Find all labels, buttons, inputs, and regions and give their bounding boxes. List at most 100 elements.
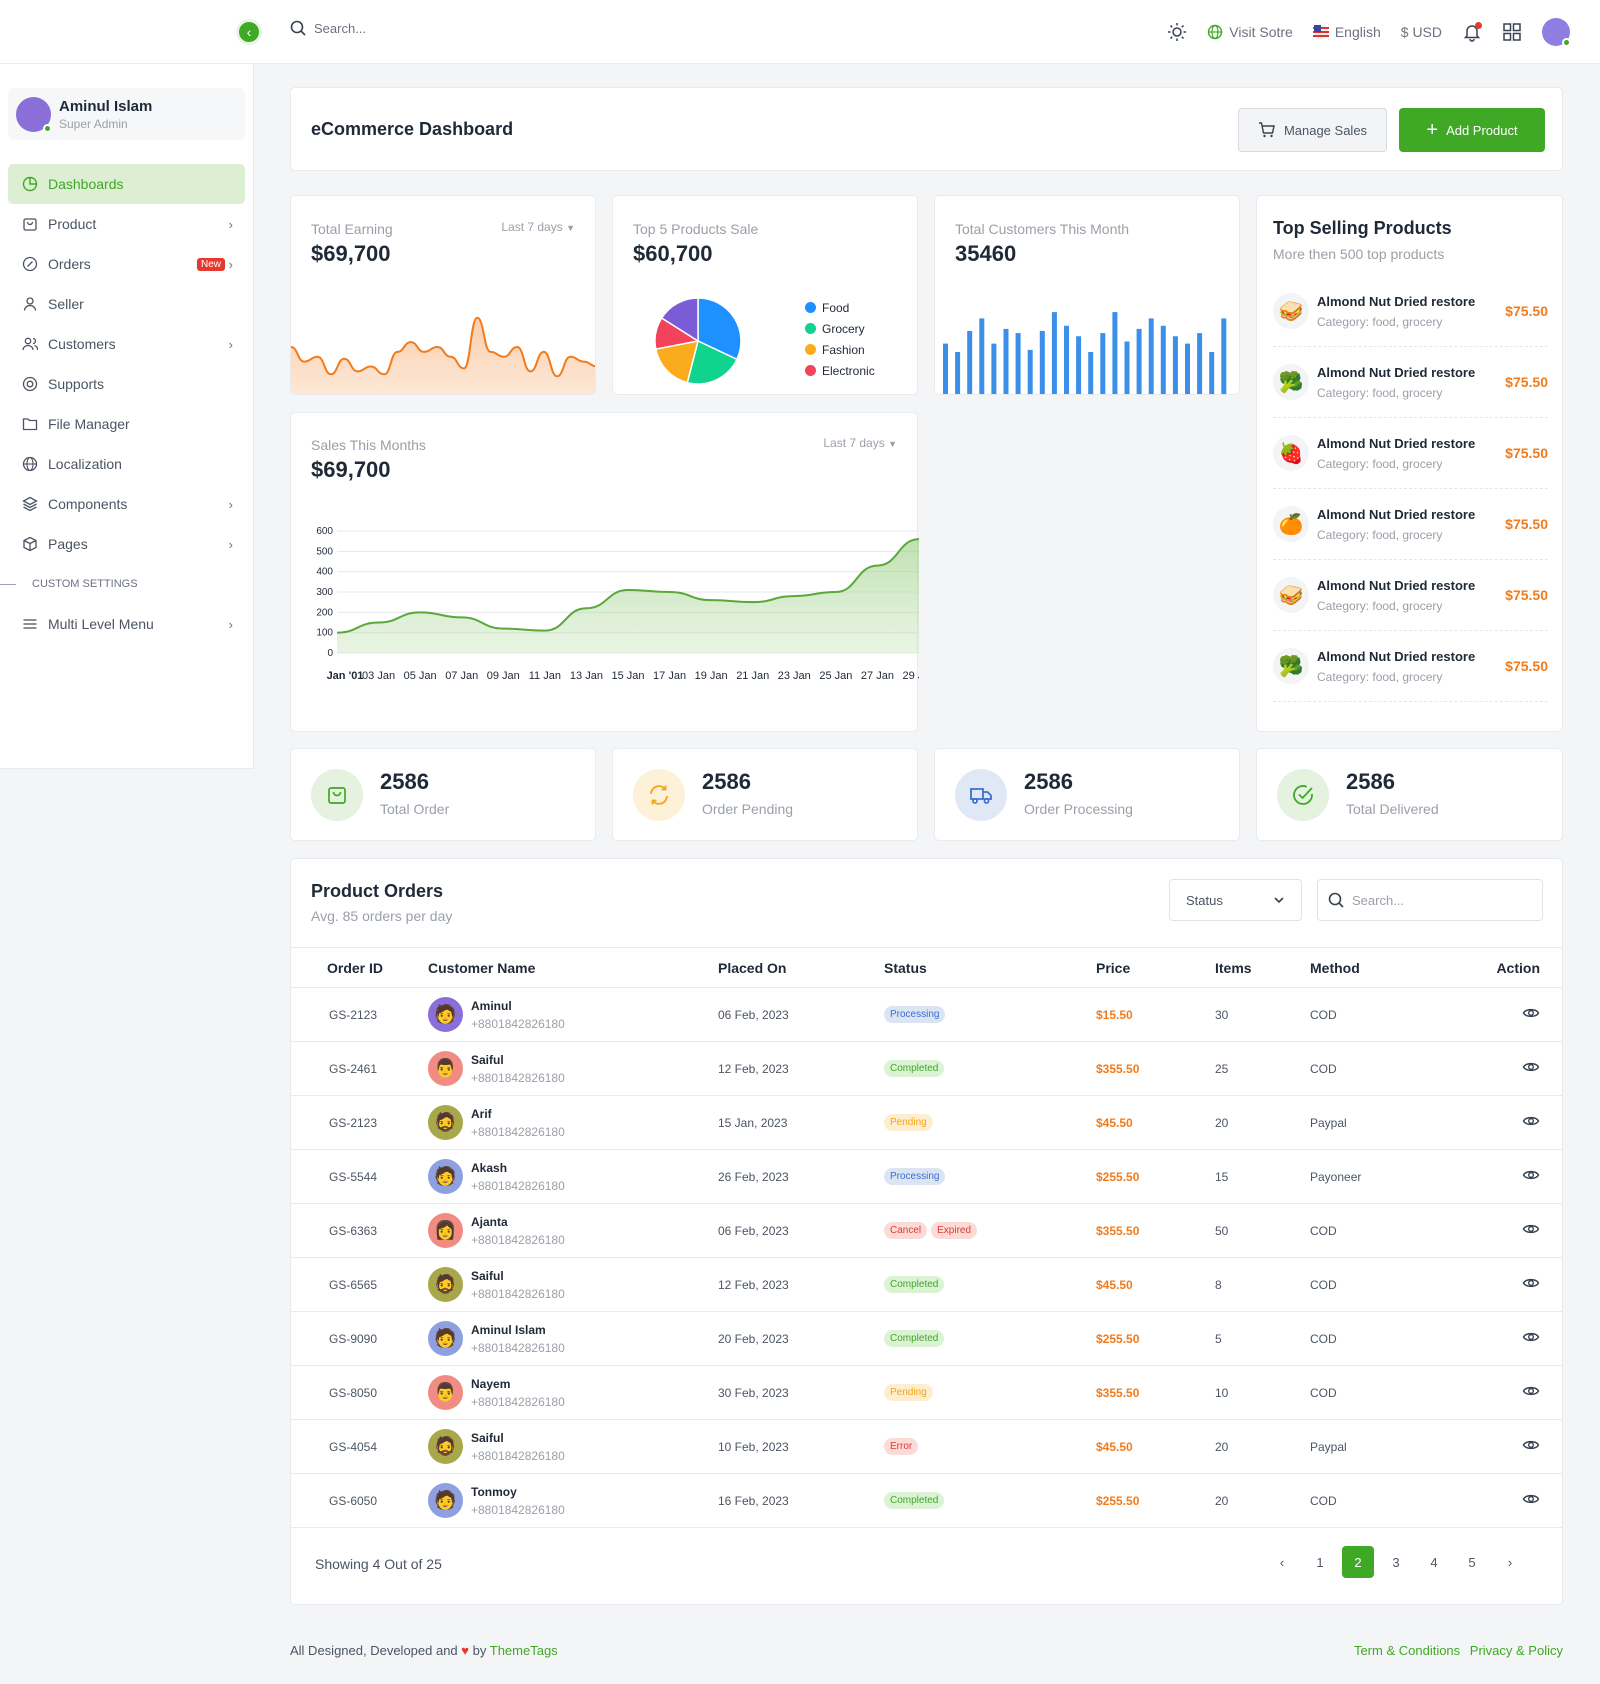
add-product-button[interactable]: + Add Product (1399, 108, 1545, 152)
sun-icon[interactable] (1167, 22, 1187, 42)
status-cell: Cancel Expired (884, 1203, 1096, 1258)
page-button[interactable]: 5 (1468, 1554, 1476, 1570)
pie-slice-fashion (654, 340, 700, 384)
order-method: Paypal (1310, 1419, 1468, 1474)
table-row[interactable]: GS-6565 🧔 Saiful +8801842826180 12 Feb, 2023… (291, 1257, 1562, 1312)
top-selling-item[interactable]: 🍓 Almond Nut Dried restore Category: food,… (1273, 418, 1548, 489)
menu-icon (23, 619, 37, 629)
privacy-link[interactable]: Privacy & Policy (1469, 1643, 1563, 1658)
top-selling-item[interactable]: 🥪 Almond Nut Dried restore Category: food,… (1273, 276, 1548, 347)
orders-search[interactable]: Search... (1317, 879, 1543, 921)
page-button[interactable]: 2 (1342, 1546, 1374, 1578)
range-select[interactable]: Last 7 days ▼ (823, 436, 897, 450)
product-price: $75.50 (1505, 374, 1548, 390)
product-price: $75.50 (1505, 303, 1548, 319)
avatar: 🧔 (428, 1105, 463, 1140)
user-card[interactable]: Aminul Islam Super Admin (8, 88, 245, 140)
customer-name: Saiful (471, 1430, 504, 1445)
orders-search-input[interactable]: Search... (1352, 892, 1405, 908)
customer-cell: 🧑 Aminul +8801842826180 (428, 987, 718, 1042)
collapse-sidebar-button[interactable]: ‹ (236, 19, 262, 45)
eye-icon[interactable] (1522, 1490, 1540, 1508)
table-row[interactable]: GS-2123 🧑 Aminul +8801842826180 06 Feb, 2023… (291, 987, 1562, 1042)
sidebar-item-orders[interactable]: Orders New › (8, 244, 245, 284)
language-select[interactable]: English (1312, 24, 1381, 40)
sidebar-item-localization[interactable]: Localization (8, 444, 245, 484)
header-search[interactable]: Search... (290, 20, 366, 36)
eye-icon[interactable] (1522, 1112, 1540, 1130)
sidebar-item-product[interactable]: Product › (8, 204, 245, 244)
prev-page-button[interactable]: ‹ (1266, 1546, 1298, 1578)
customers-bar (979, 318, 985, 394)
sidebar-item-dashboards[interactable]: Dashboards (8, 164, 245, 204)
sidebar-item-pages[interactable]: Pages › (8, 524, 245, 564)
table-row[interactable]: GS-2123 🧔 Arif +8801842826180 15 Jan, 2023 Pe… (291, 1095, 1562, 1150)
notifications-button[interactable] (1462, 22, 1482, 42)
eye-icon[interactable] (1522, 1328, 1540, 1346)
order-items: 15 (1215, 1149, 1310, 1204)
action-cell (1468, 1095, 1562, 1150)
footer-brand-link[interactable]: ThemeTags (489, 1643, 558, 1658)
order-price: $355.50 (1096, 1041, 1215, 1096)
header-avatar[interactable] (1542, 18, 1571, 47)
top-selling-item[interactable]: 🥦 Almond Nut Dried restore Category: food,… (1273, 631, 1548, 702)
eye-icon[interactable] (1522, 1436, 1540, 1454)
y-tick-label: 200 (316, 607, 333, 618)
sidebar-item-components[interactable]: Components › (8, 484, 245, 524)
table-row[interactable]: GS-8050 👨 Nayem +8801842826180 30 Feb, 2023 P… (291, 1365, 1562, 1420)
sidebar-item-multi-level-menu[interactable]: Multi Level Menu › (8, 604, 245, 644)
placed-on: 30 Feb, 2023 (718, 1365, 884, 1420)
table-row[interactable]: GS-9090 🧑 Aminul Islam +8801842826180 20 Feb… (291, 1311, 1562, 1366)
table-row[interactable]: GS-6050 🧑 Tonmoy +8801842826180 16 Feb, 2023… (291, 1473, 1562, 1528)
product-thumbnail: 🥪 (1273, 577, 1309, 613)
customers-bar (1039, 331, 1045, 394)
eye-icon[interactable] (1522, 1382, 1540, 1400)
sidebar-item-file-manager[interactable]: File Manager (8, 404, 245, 444)
top-selling-item[interactable]: 🥦 Almond Nut Dried restore Category: food,… (1273, 347, 1548, 418)
header-search-input[interactable]: Search... (314, 20, 367, 36)
eye-icon[interactable] (1522, 1058, 1540, 1076)
sidebar-item-label: Localization (48, 456, 122, 472)
footer-right: Term & Conditions Privacy & Policy (1354, 1643, 1563, 1658)
folder-icon (22, 418, 38, 431)
customer-cell: 🧔 Saiful +8801842826180 (428, 1257, 718, 1312)
order-price: $255.50 (1096, 1473, 1215, 1528)
table-row[interactable]: GS-4054 🧔 Saiful +8801842826180 10 Feb, 2023… (291, 1419, 1562, 1474)
customer-phone: +8801842826180 (471, 1502, 565, 1517)
manage-sales-button[interactable]: Manage Sales (1238, 108, 1387, 152)
table-row[interactable]: GS-2461 👨 Saiful +8801842826180 12 Feb, 2023… (291, 1041, 1562, 1096)
range-select[interactable]: Last 7 days ▼ (501, 220, 575, 234)
eye-icon[interactable] (1522, 1274, 1540, 1292)
avatar: 🧑 (428, 1159, 463, 1194)
order-price: $255.50 (1096, 1149, 1215, 1204)
sidebar-item-supports[interactable]: Supports (8, 364, 245, 404)
eye-icon[interactable] (1522, 1004, 1540, 1022)
orders-table: Order ID Customer Name Placed On Status … (291, 947, 1562, 1528)
page-button[interactable]: 4 (1430, 1554, 1438, 1570)
eye-icon[interactable] (1522, 1220, 1540, 1238)
page-button[interactable]: 1 (1316, 1554, 1324, 1570)
currency-select[interactable]: $ USD (1400, 24, 1442, 40)
top-selling-item[interactable]: 🍊 Almond Nut Dried restore Category: food,… (1273, 489, 1548, 560)
legend-label: Grocery (822, 321, 865, 336)
page-button[interactable]: 3 (1392, 1554, 1400, 1570)
sidebar-item-customers[interactable]: Customers › (8, 324, 245, 364)
visit-store-link[interactable]: Visit Sotre (1207, 24, 1293, 40)
sidebar-item-seller[interactable]: Seller (8, 284, 245, 324)
apps-grid-icon[interactable] (1502, 22, 1522, 42)
eye-icon[interactable] (1522, 1166, 1540, 1184)
table-row[interactable]: GS-5544 🧑 Akash +8801842826180 26 Feb, 2023 P… (291, 1149, 1562, 1204)
next-page-button[interactable]: › (1494, 1546, 1526, 1578)
customer-phone: +8801842826180 (471, 1178, 565, 1193)
customer-name: Nayem (471, 1376, 511, 1391)
x-tick-label: 03 Jan (362, 670, 395, 682)
x-tick-label: 21 Jan (736, 670, 769, 682)
top-selling-item[interactable]: 🥪 Almond Nut Dried restore Category: food,… (1273, 560, 1548, 631)
status-select[interactable]: Status (1169, 879, 1302, 921)
stat-icon-wrap (1277, 769, 1329, 821)
status-badge: Processing (884, 1168, 946, 1185)
terms-link[interactable]: Term & Conditions (1353, 1643, 1461, 1658)
orders-subtitle: Avg. 85 orders per day (311, 908, 453, 924)
table-row[interactable]: GS-6363 👩 Ajanta +8801842826180 06 Feb, 2023… (291, 1203, 1562, 1258)
